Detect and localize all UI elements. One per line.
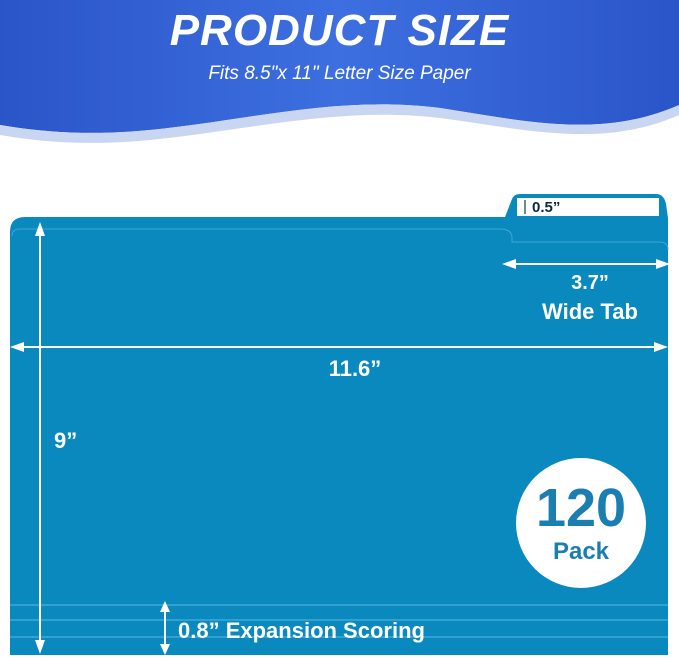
pack-count: 120: [535, 478, 627, 538]
width-arrow-icon: [10, 342, 668, 352]
expansion-arrow-icon: [160, 601, 170, 655]
expansion-label: 0.8” Expansion Scoring: [178, 618, 425, 643]
tab-label-box: [517, 198, 659, 216]
folder-width-label: 11.6”: [328, 356, 382, 381]
tab-width-value: 3.7”: [571, 272, 609, 294]
tab-width-label: Wide Tab: [542, 299, 638, 324]
header-wave-background: [0, 0, 679, 133]
folder-height-label: 9”: [54, 428, 78, 453]
pack-label: Pack: [552, 538, 610, 565]
pack-badge: [516, 458, 646, 588]
tab-height-label: 0.5”: [532, 199, 561, 216]
header-subtitle: Fits 8.5"x 11" Letter Size Paper: [208, 63, 471, 84]
header-wave-accent: [0, 104, 679, 143]
folder-inner-fold: [11, 228, 669, 251]
folder-body: [10, 194, 668, 655]
header-title: PRODUCT SIZE: [169, 6, 510, 55]
tab-width-arrow-icon: [502, 259, 670, 269]
height-arrow-icon: [35, 222, 45, 654]
